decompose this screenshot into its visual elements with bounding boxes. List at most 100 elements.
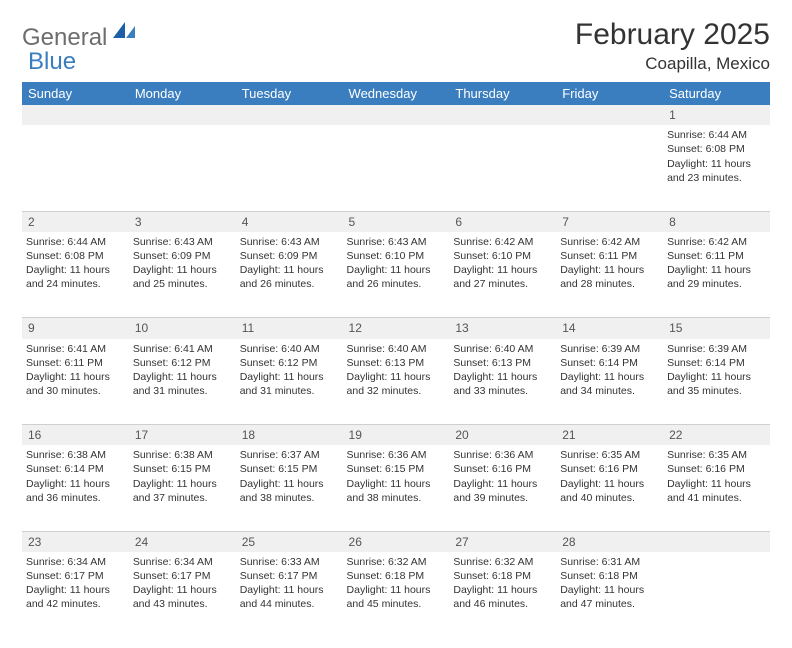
sunset-line: Sunset: 6:17 PM bbox=[26, 569, 125, 583]
day-number: 20 bbox=[449, 425, 556, 446]
day-cell: Sunrise: 6:36 AMSunset: 6:16 PMDaylight:… bbox=[449, 445, 556, 531]
daylight-line: Daylight: 11 hours and 43 minutes. bbox=[133, 583, 232, 611]
sunset-line: Sunset: 6:14 PM bbox=[26, 462, 125, 476]
sunset-line: Sunset: 6:14 PM bbox=[667, 356, 766, 370]
weekday-header: Tuesday bbox=[236, 82, 343, 105]
sunset-line: Sunset: 6:13 PM bbox=[347, 356, 446, 370]
sunset-line: Sunset: 6:08 PM bbox=[26, 249, 125, 263]
daylight-line: Daylight: 11 hours and 45 minutes. bbox=[347, 583, 446, 611]
daylight-line: Daylight: 11 hours and 41 minutes. bbox=[667, 477, 766, 505]
sunset-line: Sunset: 6:16 PM bbox=[453, 462, 552, 476]
header-row: General February 2025 Coapilla, Mexico bbox=[22, 18, 770, 74]
daylight-line: Daylight: 11 hours and 26 minutes. bbox=[347, 263, 446, 291]
day-cell: Sunrise: 6:38 AMSunset: 6:15 PMDaylight:… bbox=[129, 445, 236, 531]
day-number: 22 bbox=[663, 425, 770, 446]
weekday-header: Thursday bbox=[449, 82, 556, 105]
daylight-line: Daylight: 11 hours and 39 minutes. bbox=[453, 477, 552, 505]
daylight-line: Daylight: 11 hours and 42 minutes. bbox=[26, 583, 125, 611]
sunrise-line: Sunrise: 6:44 AM bbox=[667, 128, 766, 142]
sunset-line: Sunset: 6:08 PM bbox=[667, 142, 766, 156]
day-cell: Sunrise: 6:32 AMSunset: 6:18 PMDaylight:… bbox=[343, 552, 450, 638]
sunset-line: Sunset: 6:09 PM bbox=[240, 249, 339, 263]
day-cell: Sunrise: 6:36 AMSunset: 6:15 PMDaylight:… bbox=[343, 445, 450, 531]
day-number: 8 bbox=[663, 211, 770, 232]
day-cell: Sunrise: 6:39 AMSunset: 6:14 PMDaylight:… bbox=[663, 339, 770, 425]
sunset-line: Sunset: 6:18 PM bbox=[347, 569, 446, 583]
sunrise-line: Sunrise: 6:41 AM bbox=[133, 342, 232, 356]
sunrise-line: Sunrise: 6:36 AM bbox=[453, 448, 552, 462]
sunset-line: Sunset: 6:15 PM bbox=[133, 462, 232, 476]
sunset-line: Sunset: 6:13 PM bbox=[453, 356, 552, 370]
sunrise-line: Sunrise: 6:38 AM bbox=[133, 448, 232, 462]
sunset-line: Sunset: 6:10 PM bbox=[453, 249, 552, 263]
content-row: Sunrise: 6:38 AMSunset: 6:14 PMDaylight:… bbox=[22, 445, 770, 531]
daylight-line: Daylight: 11 hours and 35 minutes. bbox=[667, 370, 766, 398]
sunset-line: Sunset: 6:15 PM bbox=[347, 462, 446, 476]
weekday-header: Sunday bbox=[22, 82, 129, 105]
daylight-line: Daylight: 11 hours and 34 minutes. bbox=[560, 370, 659, 398]
daylight-line: Daylight: 11 hours and 40 minutes. bbox=[560, 477, 659, 505]
sunset-line: Sunset: 6:11 PM bbox=[560, 249, 659, 263]
sunset-line: Sunset: 6:11 PM bbox=[26, 356, 125, 370]
day-number: 23 bbox=[22, 531, 129, 552]
content-row: Sunrise: 6:41 AM Sunset: 6:11 PM Daylight:… bbox=[22, 339, 770, 425]
day-cell bbox=[236, 125, 343, 211]
day-number: 27 bbox=[449, 531, 556, 552]
daylight-line: Daylight: 11 hours and 33 minutes. bbox=[453, 370, 552, 398]
daylight-line: Daylight: 11 hours and 36 minutes. bbox=[26, 477, 125, 505]
day-number bbox=[129, 105, 236, 125]
daylight-line: Daylight: 11 hours and 25 minutes. bbox=[133, 263, 232, 291]
day-number: 13 bbox=[449, 318, 556, 339]
sunset-line: Sunset: 6:17 PM bbox=[240, 569, 339, 583]
day-number: 11 bbox=[236, 318, 343, 339]
day-number: 21 bbox=[556, 425, 663, 446]
day-cell: Sunrise: 6:44 AMSunset: 6:08 PMDaylight:… bbox=[663, 125, 770, 211]
day-number: 17 bbox=[129, 425, 236, 446]
day-number: 18 bbox=[236, 425, 343, 446]
sunrise-line: Sunrise: 6:34 AM bbox=[133, 555, 232, 569]
sunset-line: Sunset: 6:15 PM bbox=[240, 462, 339, 476]
day-cell bbox=[556, 125, 663, 211]
sunrise-line: Sunrise: 6:40 AM bbox=[453, 342, 552, 356]
day-number: 1 bbox=[663, 105, 770, 125]
day-cell: Sunrise: 6:41 AMSunset: 6:12 PMDaylight:… bbox=[129, 339, 236, 425]
day-number: 7 bbox=[556, 211, 663, 232]
day-number: 15 bbox=[663, 318, 770, 339]
day-number: 26 bbox=[343, 531, 450, 552]
weekday-header: Friday bbox=[556, 82, 663, 105]
content-row: Sunrise: 6:44 AMSunset: 6:08 PMDaylight:… bbox=[22, 232, 770, 318]
sunrise-line: Sunrise: 6:39 AM bbox=[560, 342, 659, 356]
sunrise-line: Sunrise: 6:33 AM bbox=[240, 555, 339, 569]
daynum-row: 232425262728 bbox=[22, 531, 770, 552]
weekday-row: SundayMondayTuesdayWednesdayThursdayFrid… bbox=[22, 82, 770, 105]
daylight-line: Daylight: 11 hours and 32 minutes. bbox=[347, 370, 446, 398]
sunset-line: Sunset: 6:12 PM bbox=[240, 356, 339, 370]
sunrise-line: Sunrise: 6:39 AM bbox=[667, 342, 766, 356]
daylight-line: Daylight: 11 hours and 24 minutes. bbox=[26, 263, 125, 291]
day-number: 5 bbox=[343, 211, 450, 232]
day-cell: Sunrise: 6:33 AMSunset: 6:17 PMDaylight:… bbox=[236, 552, 343, 638]
day-cell: Sunrise: 6:35 AMSunset: 6:16 PMDaylight:… bbox=[556, 445, 663, 531]
sunrise-line: Sunrise: 6:32 AM bbox=[453, 555, 552, 569]
sunset-line: Sunset: 6:18 PM bbox=[453, 569, 552, 583]
day-cell: Sunrise: 6:39 AMSunset: 6:14 PMDaylight:… bbox=[556, 339, 663, 425]
sunset-line: Sunset: 6:16 PM bbox=[667, 462, 766, 476]
day-cell: Sunrise: 6:34 AMSunset: 6:17 PMDaylight:… bbox=[22, 552, 129, 638]
calendar-head: SundayMondayTuesdayWednesdayThursdayFrid… bbox=[22, 82, 770, 105]
day-cell: Sunrise: 6:34 AMSunset: 6:17 PMDaylight:… bbox=[129, 552, 236, 638]
sunrise-line: Sunrise: 6:43 AM bbox=[240, 235, 339, 249]
sunrise-line: Sunrise: 6:35 AM bbox=[667, 448, 766, 462]
day-number: 3 bbox=[129, 211, 236, 232]
daylight-line: Daylight: 11 hours and 26 minutes. bbox=[240, 263, 339, 291]
day-cell: Sunrise: 6:40 AMSunset: 6:13 PMDaylight:… bbox=[343, 339, 450, 425]
day-cell bbox=[663, 552, 770, 638]
daynum-row: 1 bbox=[22, 105, 770, 125]
day-cell: Sunrise: 6:43 AMSunset: 6:10 PMDaylight:… bbox=[343, 232, 450, 318]
sunrise-line: Sunrise: 6:31 AM bbox=[560, 555, 659, 569]
day-number: 24 bbox=[129, 531, 236, 552]
sunset-line: Sunset: 6:17 PM bbox=[133, 569, 232, 583]
day-cell: Sunrise: 6:41 AMSunset: 6:11 PMDaylight:… bbox=[22, 339, 129, 425]
day-cell bbox=[449, 125, 556, 211]
content-row: Sunrise: 6:34 AMSunset: 6:17 PMDaylight:… bbox=[22, 552, 770, 638]
weekday-header: Wednesday bbox=[343, 82, 450, 105]
